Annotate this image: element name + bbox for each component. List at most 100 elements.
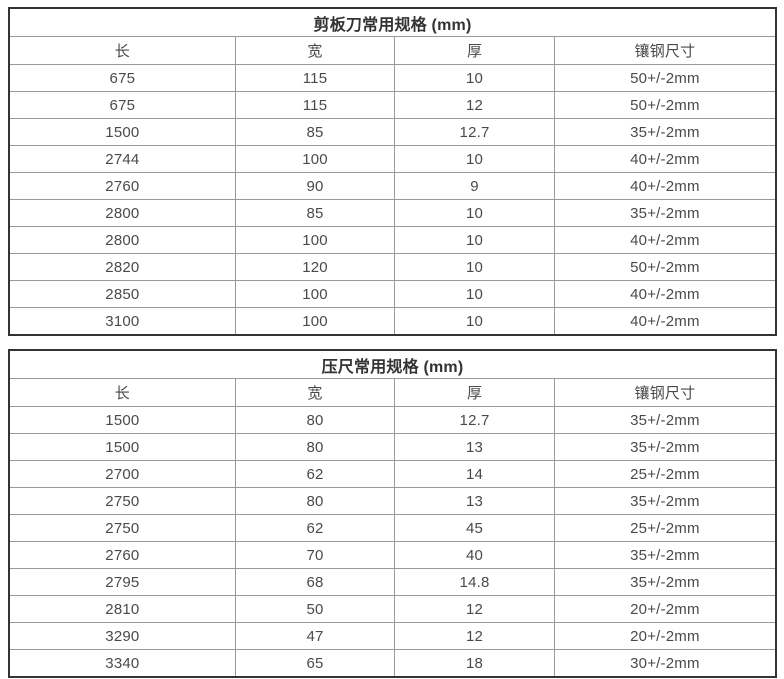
column-header-steel-size: 镶钢尺寸 [553, 36, 777, 65]
table-title-row: 压尺常用规格 (mm) [8, 349, 777, 379]
spec-cell: 100 [234, 280, 396, 308]
spec-cell: 10 [394, 226, 555, 254]
spec-cell: 100 [234, 307, 396, 336]
spec-cell: 50 [234, 595, 396, 623]
table-row: 2800 85 10 35+/-2mm [8, 199, 777, 227]
spec-cell: 85 [234, 199, 396, 227]
spec-cell: 10 [394, 199, 555, 227]
table-row: 2820 120 10 50+/-2mm [8, 253, 777, 281]
spec-cell: 40 [394, 541, 555, 569]
table-row: 3340 65 18 30+/-2mm [8, 649, 777, 678]
spec-cell: 115 [234, 64, 396, 92]
spec-cell: 100 [234, 145, 396, 173]
table-row: 2800 100 10 40+/-2mm [8, 226, 777, 254]
spec-cell: 1500 [8, 433, 236, 461]
spec-cell: 47 [234, 622, 396, 650]
column-header-thickness: 厚 [394, 378, 555, 407]
spec-cell: 115 [234, 91, 396, 119]
spec-cell: 40+/-2mm [553, 226, 777, 254]
table-row: 1500 85 12.7 35+/-2mm [8, 118, 777, 146]
spec-cell: 12 [394, 622, 555, 650]
table-row: 675 115 10 50+/-2mm [8, 64, 777, 92]
column-header-steel-size: 镶钢尺寸 [553, 378, 777, 407]
spec-cell: 675 [8, 91, 236, 119]
spec-cell: 9 [394, 172, 555, 200]
spec-cell: 675 [8, 64, 236, 92]
table-title: 剪板刀常用规格 (mm) [8, 7, 777, 37]
spec-cell: 68 [234, 568, 396, 596]
spec-cell: 10 [394, 145, 555, 173]
spec-cell: 10 [394, 253, 555, 281]
spec-cell: 12.7 [394, 406, 555, 434]
spec-cell: 35+/-2mm [553, 406, 777, 434]
spec-cell: 2795 [8, 568, 236, 596]
table-header-row: 长 宽 厚 镶钢尺寸 [8, 36, 777, 65]
column-header-thickness: 厚 [394, 36, 555, 65]
spec-cell: 20+/-2mm [553, 595, 777, 623]
table-row: 2795 68 14.8 35+/-2mm [8, 568, 777, 596]
table-row: 3100 100 10 40+/-2mm [8, 307, 777, 336]
spec-cell: 12 [394, 91, 555, 119]
spec-cell: 62 [234, 514, 396, 542]
spec-cell: 1500 [8, 118, 236, 146]
spec-cell: 45 [394, 514, 555, 542]
spec-cell: 40+/-2mm [553, 307, 777, 336]
spec-cell: 1500 [8, 406, 236, 434]
table-row: 2700 62 14 25+/-2mm [8, 460, 777, 488]
table-row: 675 115 12 50+/-2mm [8, 91, 777, 119]
column-header-length: 长 [8, 378, 236, 407]
shear-blade-spec-table: 剪板刀常用规格 (mm) 长 宽 厚 镶钢尺寸 675 115 10 50+/-2mm… [8, 7, 777, 336]
table-title-row: 剪板刀常用规格 (mm) [8, 7, 777, 37]
spec-cell: 2750 [8, 514, 236, 542]
spec-cell: 14 [394, 460, 555, 488]
spec-cell: 2750 [8, 487, 236, 515]
spec-cell: 100 [234, 226, 396, 254]
spec-cell: 14.8 [394, 568, 555, 596]
spec-cell: 2810 [8, 595, 236, 623]
spec-cell: 3290 [8, 622, 236, 650]
spec-cell: 62 [234, 460, 396, 488]
spec-cell: 50+/-2mm [553, 64, 777, 92]
spec-cell: 35+/-2mm [553, 568, 777, 596]
spec-cell: 40+/-2mm [553, 172, 777, 200]
spec-cell: 90 [234, 172, 396, 200]
spec-cell: 2820 [8, 253, 236, 281]
spec-cell: 2800 [8, 226, 236, 254]
spec-cell: 3100 [8, 307, 236, 336]
spec-cell: 35+/-2mm [553, 118, 777, 146]
spec-cell: 80 [234, 487, 396, 515]
table-body: 675 115 10 50+/-2mm 675 115 12 50+/-2mm 1500 85 12… [8, 64, 777, 336]
column-header-length: 长 [8, 36, 236, 65]
spec-cell: 13 [394, 487, 555, 515]
spec-cell: 35+/-2mm [553, 541, 777, 569]
spec-cell: 35+/-2mm [553, 199, 777, 227]
spec-cell: 12 [394, 595, 555, 623]
spec-cell: 40+/-2mm [553, 145, 777, 173]
spec-cell: 3340 [8, 649, 236, 678]
table-row: 2750 80 13 35+/-2mm [8, 487, 777, 515]
spec-cell: 40+/-2mm [553, 280, 777, 308]
table-row: 2760 70 40 35+/-2mm [8, 541, 777, 569]
table-row: 2744 100 10 40+/-2mm [8, 145, 777, 173]
spec-cell: 120 [234, 253, 396, 281]
table-row: 2760 90 9 40+/-2mm [8, 172, 777, 200]
spec-cell: 12.7 [394, 118, 555, 146]
spec-cell: 80 [234, 406, 396, 434]
spec-cell: 20+/-2mm [553, 622, 777, 650]
table-row: 1500 80 12.7 35+/-2mm [8, 406, 777, 434]
spec-cell: 2700 [8, 460, 236, 488]
spec-cell: 18 [394, 649, 555, 678]
table-row: 2810 50 12 20+/-2mm [8, 595, 777, 623]
spec-cell: 70 [234, 541, 396, 569]
spec-cell: 65 [234, 649, 396, 678]
column-header-width: 宽 [234, 36, 396, 65]
spec-cell: 35+/-2mm [553, 487, 777, 515]
press-ruler-spec-table: 压尺常用规格 (mm) 长 宽 厚 镶钢尺寸 1500 80 12.7 35+/-2m… [8, 349, 777, 678]
spec-cell: 10 [394, 307, 555, 336]
spec-cell: 13 [394, 433, 555, 461]
table-row: 1500 80 13 35+/-2mm [8, 433, 777, 461]
spec-cell: 25+/-2mm [553, 514, 777, 542]
spec-cell: 2760 [8, 541, 236, 569]
table-header-row: 长 宽 厚 镶钢尺寸 [8, 378, 777, 407]
